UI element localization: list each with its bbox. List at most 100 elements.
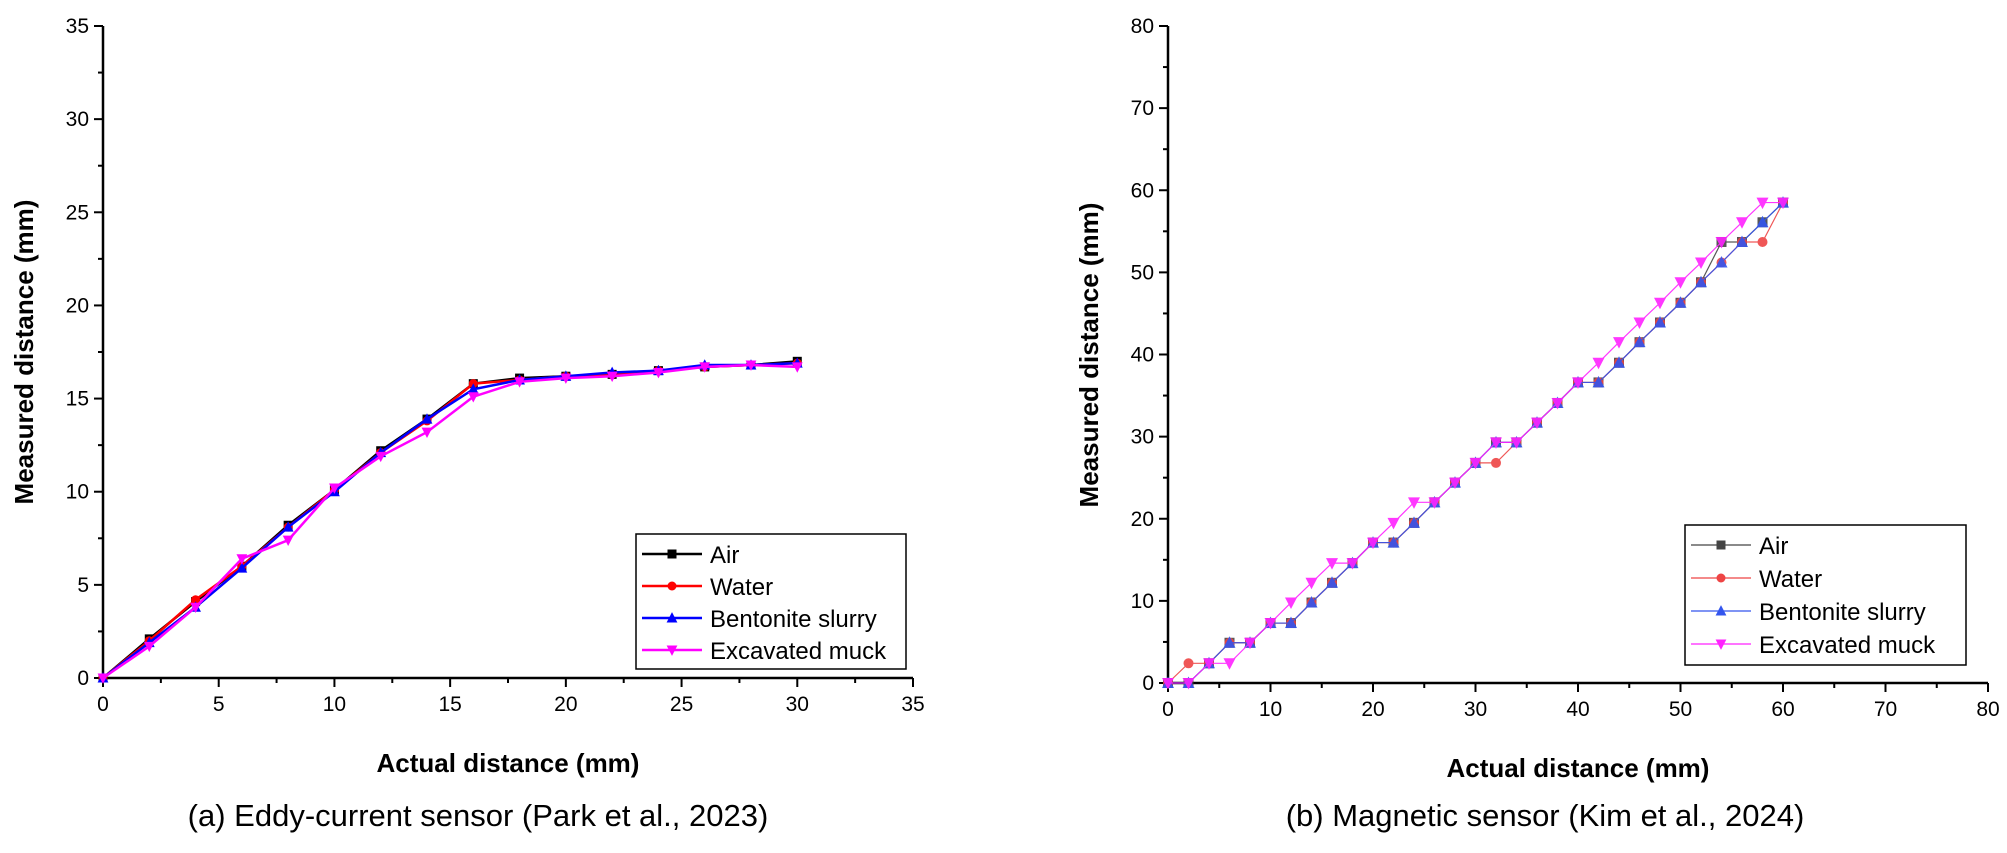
data-point — [1756, 197, 1769, 210]
x-tick-label: 80 — [1976, 698, 1999, 721]
data-point — [1592, 375, 1605, 388]
data-point — [1428, 497, 1441, 509]
y-axis-title: Measured distance (mm) — [9, 200, 39, 505]
y-tick-label: 20 — [66, 294, 89, 317]
legend-marker — [1715, 605, 1727, 616]
data-point — [1736, 217, 1748, 229]
legend-box — [635, 533, 907, 670]
data-point — [1510, 437, 1523, 449]
legend-label: Bentonite slurry — [1759, 599, 1926, 626]
data-point — [653, 367, 664, 379]
data-point — [1572, 377, 1584, 389]
data-point — [1264, 618, 1277, 630]
y-tick-label: 30 — [1131, 426, 1154, 449]
data-point — [1592, 357, 1605, 370]
y-tick-label: 40 — [1131, 344, 1154, 367]
legend-item: Air — [642, 542, 739, 569]
data-point — [1531, 417, 1543, 430]
legend-label: Water — [710, 574, 773, 601]
x-tick-label: 30 — [1464, 698, 1487, 721]
y-tick-label: 0 — [77, 667, 89, 690]
data-point — [329, 483, 340, 494]
legend-marker — [1716, 573, 1726, 583]
y-tick-label: 5 — [77, 574, 89, 597]
x-tick-label: 0 — [97, 693, 109, 716]
data-point — [191, 595, 201, 605]
data-point — [282, 535, 294, 546]
x-tick-label: 35 — [901, 693, 924, 716]
y-tick-label: 20 — [1131, 508, 1154, 531]
data-point — [1633, 317, 1646, 329]
data-point — [1387, 517, 1400, 530]
y-axis-title: Measured distance (mm) — [1074, 203, 1104, 508]
legend-item: Water — [642, 574, 773, 601]
y-tick-label: 0 — [1142, 672, 1154, 695]
data-point — [1654, 315, 1666, 328]
data-point — [1182, 678, 1195, 690]
legend-marker — [667, 549, 677, 559]
y-tick-label: 10 — [1131, 590, 1154, 613]
legend-marker — [666, 612, 678, 623]
legend: Air Water Bentonite slurry Excavated muck — [1684, 524, 1967, 666]
data-point — [1490, 437, 1502, 449]
y-tick-label: 60 — [1131, 179, 1154, 202]
data-point — [1674, 277, 1687, 289]
data-point — [421, 413, 433, 424]
data-point — [1367, 537, 1379, 550]
series-line — [102, 363, 798, 680]
data-point — [699, 362, 711, 373]
data-point — [1183, 658, 1194, 669]
data-point — [514, 377, 525, 388]
data-point — [1695, 275, 1707, 288]
data-point — [1326, 558, 1338, 570]
data-point — [1408, 516, 1420, 528]
legend-label: Excavated muck — [710, 638, 887, 665]
data-point — [236, 554, 248, 565]
y-tick-label: 80 — [1131, 15, 1154, 38]
legend-item: Excavated muck — [1691, 632, 1936, 659]
x-tick-label: 40 — [1566, 698, 1589, 721]
x-tick-label: 15 — [438, 693, 461, 716]
data-point — [560, 373, 572, 384]
y-tick-label: 25 — [66, 201, 89, 224]
chart-caption: (b) Magnetic sensor (Kim et al., 2024) — [1286, 798, 1805, 833]
data-point — [1777, 197, 1789, 210]
data-point — [97, 673, 109, 684]
data-point — [1408, 497, 1420, 509]
data-point — [1346, 558, 1359, 570]
legend-marker — [1716, 540, 1726, 550]
legend-item: Excavated muck — [642, 638, 887, 665]
data-point — [1244, 637, 1256, 650]
legend-item: Bentonite slurry — [1691, 599, 1926, 626]
data-point — [1305, 577, 1318, 590]
x-tick-label: 0 — [1162, 698, 1174, 721]
x-tick-label: 50 — [1669, 698, 1692, 721]
data-point — [1633, 335, 1646, 348]
x-tick-label: 30 — [786, 693, 809, 716]
data-point — [1736, 235, 1748, 247]
data-point — [1223, 636, 1236, 648]
legend-label: Water — [1759, 566, 1822, 593]
data-point — [1695, 257, 1707, 270]
y-tick-label: 35 — [66, 15, 89, 38]
data-point — [791, 362, 803, 373]
x-tick-label: 20 — [1361, 698, 1384, 721]
x-axis-title: Actual distance (mm) — [1447, 753, 1710, 783]
legend-item: Air — [1691, 533, 1788, 560]
legend-box — [1684, 524, 1967, 666]
x-tick-label: 25 — [670, 693, 693, 716]
chart-caption: (a) Eddy-current sensor (Park et al., 20… — [188, 798, 769, 833]
data-point — [1715, 256, 1728, 268]
data-point — [143, 641, 155, 653]
legend-item: Bentonite slurry — [642, 606, 877, 633]
series-excavated-muck — [97, 360, 803, 684]
x-tick-label: 20 — [554, 693, 577, 716]
y-tick-label: 15 — [66, 388, 89, 411]
legend-label: Bentonite slurry — [710, 606, 877, 633]
legend-item: Water — [1691, 566, 1822, 593]
data-point — [375, 451, 387, 463]
data-point — [282, 521, 294, 532]
chart-eddy-current: Actual distance (mm) Measured distance (… — [9, 15, 925, 833]
data-point — [190, 602, 201, 614]
